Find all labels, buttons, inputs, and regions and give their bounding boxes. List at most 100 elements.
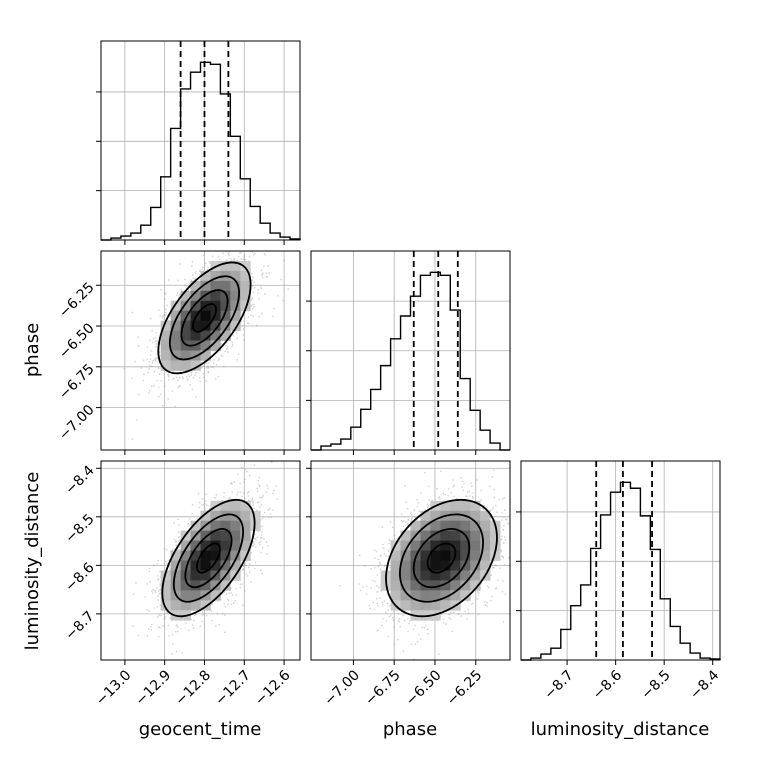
density-cell xyxy=(160,360,172,371)
panel-frame xyxy=(100,250,301,451)
density-cell xyxy=(170,550,181,561)
density-cell xyxy=(430,510,441,522)
y-tick-label: −8.5 xyxy=(62,511,97,546)
density-cell xyxy=(470,520,481,532)
y-tick-label: −6.25 xyxy=(56,280,98,322)
density-cell xyxy=(180,290,191,302)
contour-level-1 xyxy=(184,528,233,589)
x-tick-label: −12.8 xyxy=(172,667,214,709)
density-cell xyxy=(170,330,181,341)
density-cell xyxy=(420,510,431,522)
density-cell xyxy=(170,600,181,611)
density-cell xyxy=(210,540,221,551)
density-cell xyxy=(220,280,231,292)
density-cell xyxy=(180,600,191,611)
density-cell xyxy=(220,320,231,331)
density-cell xyxy=(230,260,241,272)
density-cell xyxy=(430,530,441,541)
density-cell xyxy=(170,310,181,322)
density-cell xyxy=(420,590,431,601)
density-cell xyxy=(460,550,471,561)
density-cell xyxy=(190,570,201,581)
y-tick-label: −6.75 xyxy=(56,361,98,403)
density-cell xyxy=(160,320,172,331)
density-cell xyxy=(220,260,231,272)
density-cell xyxy=(210,270,221,282)
density-cell xyxy=(390,540,401,551)
density-cell xyxy=(470,530,481,541)
density-cell xyxy=(220,290,231,302)
density-cell xyxy=(180,320,191,331)
contour-level-2 xyxy=(161,498,256,618)
density-cell xyxy=(430,540,441,551)
density-cell xyxy=(420,600,431,611)
contour-level-1.5 xyxy=(168,275,241,361)
density-cell xyxy=(390,570,401,581)
density-cell xyxy=(180,350,191,361)
density-cell xyxy=(180,550,191,561)
density-cell xyxy=(450,500,461,512)
density-cell xyxy=(400,530,411,541)
density-cell xyxy=(160,330,172,341)
density-cell xyxy=(160,570,172,581)
histogram-step-phase xyxy=(311,271,510,451)
density-cell xyxy=(220,510,231,522)
density-cell xyxy=(410,520,421,532)
density-cell xyxy=(200,280,211,292)
density-cell xyxy=(250,510,261,522)
density-cell xyxy=(440,550,451,561)
density-panel-content xyxy=(101,461,300,660)
density-cell xyxy=(210,310,221,322)
density-cell xyxy=(200,270,211,282)
density-cell xyxy=(390,590,401,601)
density-cell xyxy=(230,540,241,551)
density-cell xyxy=(460,500,471,512)
x-tick-label: −12.6 xyxy=(252,667,294,709)
density-cell xyxy=(190,540,201,551)
density-cell xyxy=(430,570,441,581)
histogram-panel-geocent_time xyxy=(96,40,301,245)
density-cell xyxy=(480,560,491,571)
x-tick-label: −6.75 xyxy=(362,667,404,709)
density-cell xyxy=(160,340,172,351)
density-cell xyxy=(210,520,221,532)
density-cell xyxy=(180,560,191,571)
density-cell xyxy=(390,580,401,591)
x-tick-label: −6.25 xyxy=(444,667,486,709)
density-cell xyxy=(390,550,401,561)
density-cell xyxy=(180,330,191,341)
y-axis-label-phase: phase xyxy=(22,323,43,377)
contour-level-1.5 xyxy=(172,513,244,603)
density-cell xyxy=(240,500,251,512)
density-cell xyxy=(430,520,441,532)
contour-level-2 xyxy=(385,498,498,618)
density-cell xyxy=(230,280,241,292)
density-cell xyxy=(190,340,201,351)
density-cell xyxy=(460,520,471,532)
density-cell xyxy=(240,540,251,551)
x-tick-label: −6.50 xyxy=(403,667,445,709)
density-cell xyxy=(190,290,201,302)
density-cell xyxy=(460,570,471,581)
panel-frame xyxy=(520,460,721,661)
density-cell xyxy=(480,550,491,561)
density-cell xyxy=(420,550,431,561)
density-cell xyxy=(170,320,181,331)
density-cell xyxy=(160,590,172,601)
density-cell xyxy=(470,580,481,591)
contour-level-1 xyxy=(180,289,229,347)
y-tick-label: −8.7 xyxy=(62,608,97,643)
density-cell xyxy=(450,510,461,522)
density-cell xyxy=(490,540,501,551)
x-tick-label: −8.5 xyxy=(638,667,673,702)
density-cell xyxy=(180,300,191,312)
density-cell xyxy=(190,300,201,312)
density-cell xyxy=(230,520,241,532)
density-cell xyxy=(160,600,172,611)
density-cell xyxy=(210,510,221,522)
density-cell xyxy=(460,540,471,551)
density-cell xyxy=(180,310,191,322)
density-cell xyxy=(190,320,201,331)
y-tick-label: −6.50 xyxy=(56,320,98,362)
